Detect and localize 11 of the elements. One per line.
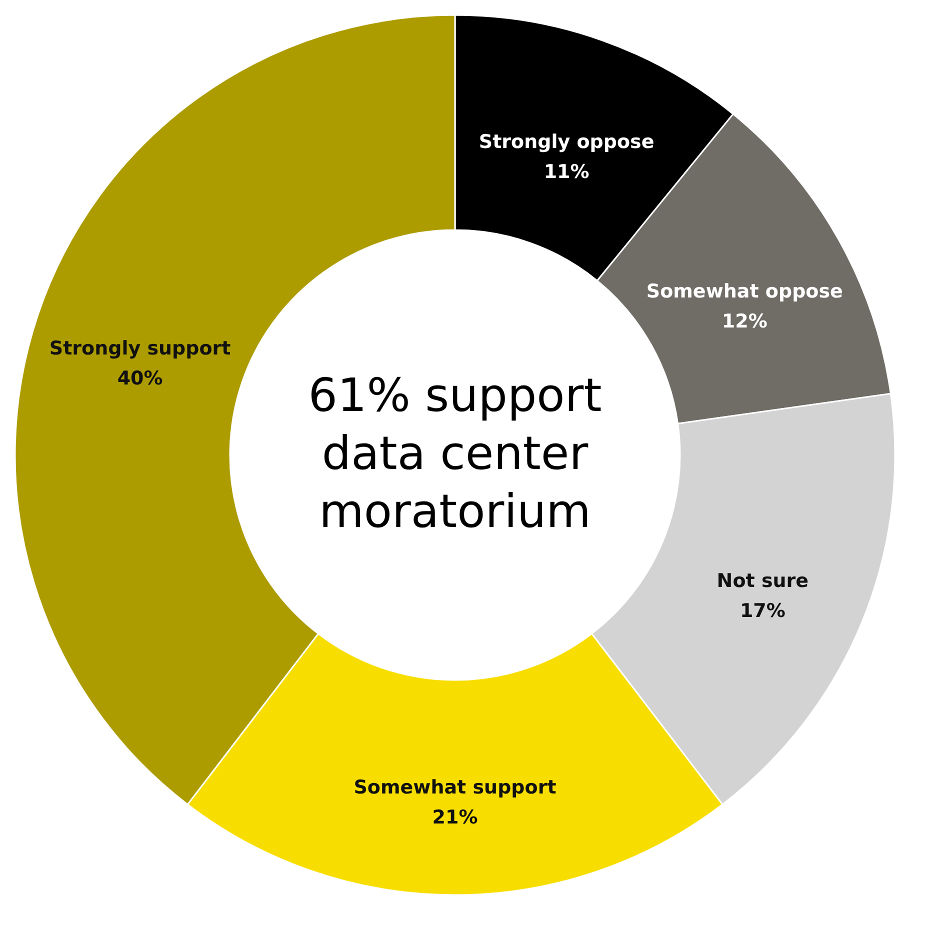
data-label: 21% (432, 806, 478, 828)
slice-label: Strongly support (49, 337, 231, 360)
slice-label: Somewhat oppose (646, 280, 843, 303)
slice-label: Not sure (716, 570, 809, 592)
data-label: 12% (722, 310, 768, 333)
data-label: 11% (544, 160, 590, 183)
slice-label: Strongly oppose (478, 130, 654, 153)
text: 61% support data center moratorium (308, 368, 602, 538)
data-label: 40% (117, 367, 163, 390)
data-label: 17% (740, 600, 786, 622)
slice-label: Somewhat support (354, 776, 556, 798)
